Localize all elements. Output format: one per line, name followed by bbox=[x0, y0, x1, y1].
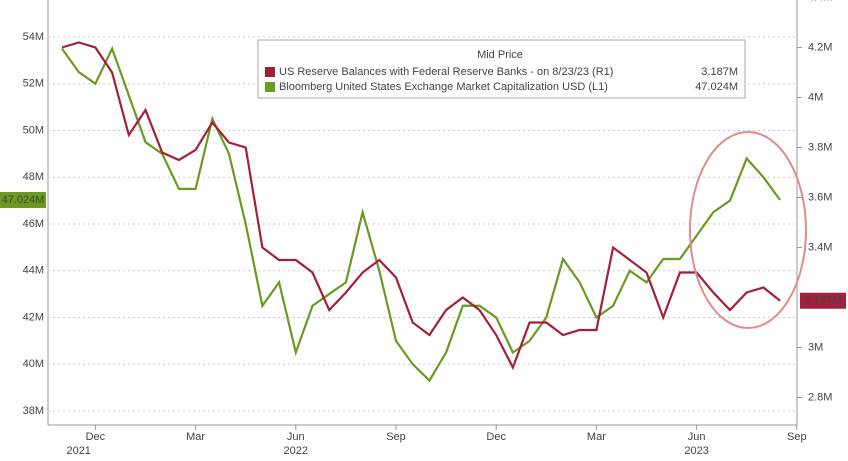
last-value-box bbox=[800, 292, 846, 309]
x-tick-label: Mar bbox=[587, 431, 606, 443]
y-tick-label: 38M bbox=[23, 405, 44, 417]
legend-title: Mid Price bbox=[477, 49, 523, 61]
y-tick-label: 54M bbox=[23, 31, 44, 43]
y-tick-label: 44M bbox=[23, 265, 44, 277]
y-tick-label: 46M bbox=[23, 218, 44, 230]
legend-label: Bloomberg United States Exchange Market … bbox=[279, 81, 608, 93]
y2-tick-label: 3.8M bbox=[808, 141, 832, 153]
x-year-label: 2023 bbox=[684, 445, 708, 456]
y-tick-label: 52M bbox=[23, 78, 44, 90]
y-tick-label: 42M bbox=[23, 311, 44, 323]
legend-swatch bbox=[265, 67, 275, 77]
legend-value: 3.187M bbox=[701, 66, 738, 78]
series-line bbox=[61, 45, 781, 383]
x-tick-label: Sep bbox=[386, 431, 406, 443]
y2-tick-label: 2.8M bbox=[808, 391, 832, 403]
legend-label: US Reserve Balances with Federal Reserve… bbox=[279, 66, 613, 78]
y-tick-label: 40M bbox=[23, 358, 44, 370]
y-tick-label: 50M bbox=[23, 124, 44, 136]
y2-tick-label: 4M bbox=[808, 91, 823, 103]
legend-swatch bbox=[265, 82, 275, 92]
x-tick-label: Sep bbox=[787, 431, 807, 443]
x-year-label: 2022 bbox=[284, 445, 308, 456]
y2-tick-label: 3.4M bbox=[808, 241, 832, 253]
y2-tick-label: 3M bbox=[808, 341, 823, 353]
x-tick-label: Mar bbox=[186, 431, 205, 443]
highlight-ellipse bbox=[689, 131, 807, 329]
series-line bbox=[61, 41, 781, 371]
x-tick-label: Dec bbox=[86, 431, 106, 443]
x-tick-label: Dec bbox=[486, 431, 506, 443]
legend-box bbox=[257, 39, 746, 99]
x-tick-label: Jun bbox=[287, 431, 305, 443]
y2-tick-label: 4.4M bbox=[808, 0, 832, 3]
last-value-label: 47.024M bbox=[2, 194, 45, 206]
x-year-label: 2021 bbox=[66, 445, 90, 456]
x-tick-label: Jun bbox=[688, 431, 706, 443]
y2-tick-label: 3.6M bbox=[808, 191, 832, 203]
y2-tick-label: 4.2M bbox=[808, 41, 832, 53]
legend-value: 47.024M bbox=[695, 81, 738, 93]
last-value-box bbox=[0, 192, 46, 209]
last-value-label: 3.187M bbox=[805, 295, 842, 307]
y-tick-label: 48M bbox=[23, 171, 44, 183]
